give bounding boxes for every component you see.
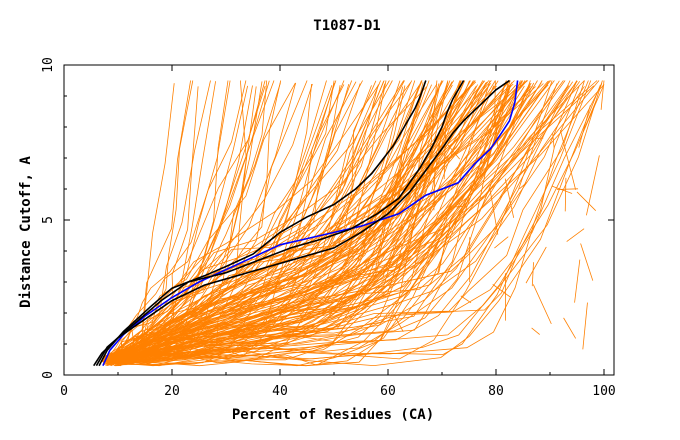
y-tick-label: 0: [41, 371, 56, 379]
model-curve: [115, 80, 247, 365]
x-tick-label: 0: [60, 384, 68, 399]
model-curve: [494, 236, 509, 249]
model-curve: [107, 80, 578, 366]
model-curve: [116, 85, 495, 361]
ticks: 0 20 40 60 80 100 0 5 10: [41, 57, 616, 399]
model-curve: [106, 80, 549, 364]
model-curve: [470, 101, 473, 104]
model-curve: [120, 80, 511, 358]
model-curve: [110, 80, 455, 364]
model-curve: [525, 246, 547, 284]
model-curve: [582, 302, 588, 350]
model-curve: [121, 81, 412, 364]
black-series-line-1: [98, 80, 427, 367]
x-tick-label: 40: [272, 384, 288, 399]
model-curve: [120, 82, 535, 364]
model-curve: [107, 80, 600, 364]
model-curve: [105, 81, 523, 360]
model-curve: [551, 185, 573, 194]
model-curve: [531, 262, 534, 287]
model-curve: [564, 177, 567, 212]
black-series-line-2: [95, 80, 465, 367]
model-curve: [443, 126, 446, 180]
y-tick-label: 10: [41, 57, 56, 73]
model-curve: [448, 206, 463, 208]
model-curve: [600, 80, 605, 110]
model-curve: [107, 80, 524, 367]
model-curve: [103, 80, 491, 367]
black-series-line-3: [93, 79, 510, 367]
model-curve: [104, 80, 191, 366]
chart-title: T1087-D1: [313, 18, 380, 34]
model-curve: [117, 81, 577, 366]
model-curve: [112, 83, 603, 362]
model-curve: [119, 80, 592, 360]
model-curve: [119, 82, 512, 361]
model-curve: [106, 83, 312, 366]
model-curve: [107, 84, 432, 364]
model-curve: [104, 80, 571, 364]
model-curve: [519, 182, 528, 190]
model-curve: [108, 83, 558, 358]
model-curve: [105, 80, 363, 362]
model-curve: [114, 83, 509, 359]
model-curve: [460, 295, 472, 304]
x-tick-label: 60: [380, 384, 396, 399]
model-curve: [586, 155, 600, 216]
model-curve: [574, 259, 581, 303]
model-curve: [559, 129, 577, 190]
model-curve: [115, 80, 531, 362]
model-curve: [532, 284, 552, 325]
model-curve: [122, 83, 386, 365]
model-curve: [113, 82, 335, 362]
model-curve: [122, 85, 425, 363]
model-curve: [106, 80, 564, 360]
model-curve: [433, 166, 436, 211]
x-tick-label: 100: [592, 384, 615, 399]
model-curve: [446, 143, 460, 160]
model-curve: [576, 191, 597, 211]
model-curve: [429, 221, 448, 260]
model-curve: [122, 80, 603, 366]
model-curve: [102, 80, 416, 358]
model-curve: [580, 243, 594, 281]
model-curve: [108, 84, 605, 365]
y-tick-label: 5: [41, 216, 56, 224]
model-curve: [115, 80, 552, 362]
highlighted-curves: [93, 79, 519, 367]
blue-series-line: [102, 80, 519, 367]
model-curve: [414, 251, 429, 269]
model-curve: [122, 84, 601, 367]
model-curve: [109, 85, 525, 358]
model-curve: [117, 84, 605, 364]
model-curve: [104, 80, 521, 367]
model-curve: [101, 80, 438, 367]
model-curve: [584, 101, 597, 129]
model-curve: [122, 86, 428, 360]
x-axis-label: Percent of Residues (CA): [232, 407, 434, 423]
model-curve: [437, 218, 452, 273]
model-curves: [101, 80, 605, 367]
model-curve: [118, 81, 574, 361]
model-curve: [578, 105, 591, 148]
model-curve: [121, 80, 211, 362]
x-tick-label: 80: [488, 384, 504, 399]
model-curve: [113, 81, 453, 358]
model-curve: [563, 317, 577, 339]
x-tick-label: 20: [164, 384, 180, 399]
model-curve: [121, 80, 560, 358]
model-curve: [531, 327, 540, 335]
model-curve: [504, 178, 515, 218]
model-curve: [566, 228, 585, 242]
model-curve: [106, 80, 484, 359]
model-curve: [494, 80, 496, 128]
model-curve: [489, 188, 499, 235]
model-curve: [393, 313, 404, 332]
model-curve: [492, 284, 512, 298]
y-axis-label: Distance Cutoff, A: [18, 156, 34, 308]
model-curve: [552, 133, 555, 149]
